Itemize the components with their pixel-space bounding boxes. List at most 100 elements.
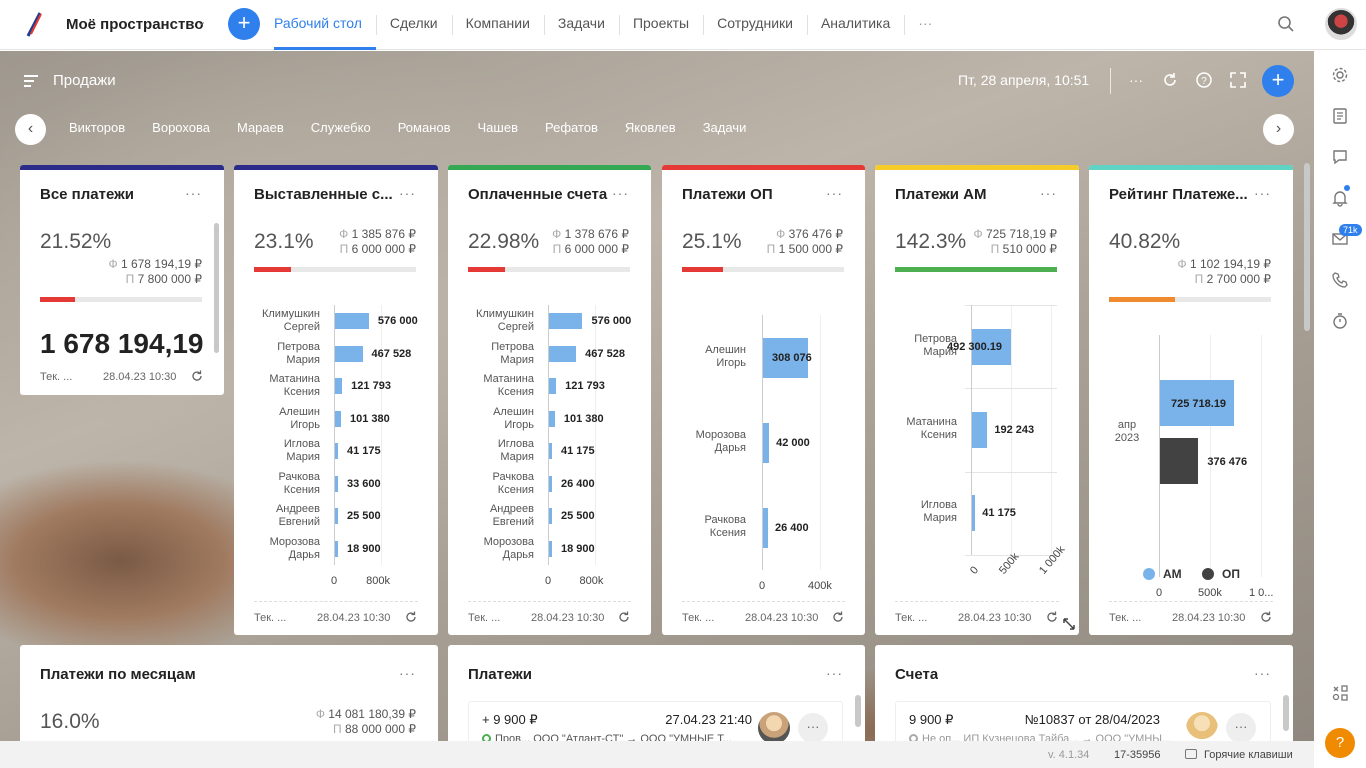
refresh-icon[interactable] <box>1161 71 1179 89</box>
bar-category-label: Морозова Дарья <box>483 535 534 561</box>
x-tick-label: 1 0... <box>1249 587 1274 599</box>
payment-amount: + 9 900 ₽ <box>482 712 538 727</box>
widget-menu-icon[interactable]: ··· <box>399 665 416 681</box>
nav-deals[interactable]: Сделки <box>375 0 452 50</box>
widget-menu-icon[interactable]: ··· <box>185 185 202 201</box>
filter-tab[interactable]: Викторов <box>69 120 126 135</box>
filter-tab[interactable]: Чашев <box>477 120 518 135</box>
bar-category-label: Иглова Мария <box>920 499 957 525</box>
bar-category-label: Алешин Игорь <box>279 405 320 431</box>
nav-more[interactable]: ··· <box>904 0 946 50</box>
widget-menu-icon[interactable]: ··· <box>612 185 629 201</box>
refresh-icon[interactable] <box>190 369 204 383</box>
filter-tab[interactable]: Яковлев <box>624 120 676 135</box>
chart-bar <box>972 495 976 532</box>
widget-menu-icon[interactable]: ··· <box>1254 665 1271 681</box>
app-logo-icon[interactable] <box>22 12 46 38</box>
search-icon[interactable] <box>1277 15 1295 33</box>
more-icon[interactable]: ··· <box>1129 72 1143 88</box>
bar-category-label: Климушкин Сергей <box>261 308 320 334</box>
widget-menu-icon[interactable]: ··· <box>826 665 843 681</box>
chart-bar <box>335 345 363 362</box>
bar-category-label: Рачкова Ксения <box>492 470 534 496</box>
menu-icon[interactable] <box>24 75 38 90</box>
timer-icon[interactable] <box>1331 312 1349 330</box>
gridline <box>381 305 383 565</box>
phone-icon[interactable] <box>1331 271 1349 289</box>
chart-bar <box>549 443 552 460</box>
bar-value-label: 492 300.19 <box>947 340 1003 353</box>
filter-tab[interactable]: Романов <box>397 120 451 135</box>
bar-value-label: 101 380 <box>349 412 390 425</box>
bell-icon[interactable] <box>1331 189 1349 207</box>
fact-row: Ф 1 385 876 ₽ <box>339 227 416 241</box>
mail-count-badge: 71k <box>1339 224 1362 236</box>
filter-tab[interactable]: Служебко <box>310 120 371 135</box>
scrollbar[interactable] <box>214 223 219 353</box>
help-button[interactable]: ? <box>1325 728 1355 758</box>
scrollbar[interactable] <box>1283 695 1289 731</box>
widget-title: Платежи ОП <box>682 186 773 203</box>
refresh-icon[interactable] <box>617 610 631 624</box>
scroll-left-button[interactable]: ‹ <box>15 114 46 145</box>
nav-desktop[interactable]: Рабочий стол <box>274 0 376 50</box>
filter-tab[interactable]: Мараев <box>236 120 284 135</box>
bar-value-label: 121 793 <box>351 380 391 393</box>
payment-item[interactable]: + 9 900 ₽ 27.04.23 21:40 Пров... ООО "Ат… <box>468 701 843 741</box>
resize-handle-icon[interactable] <box>1062 617 1076 631</box>
hotkeys-link[interactable]: Горячие клавиши <box>1204 749 1293 761</box>
chart-bar <box>335 508 338 525</box>
legend-item: АМ <box>1143 567 1182 581</box>
chart-bar <box>549 313 583 330</box>
bar-category-label: Алешин Игорь <box>705 343 746 369</box>
workspace-scrollbar[interactable] <box>1304 163 1310 331</box>
chat-icon[interactable] <box>1331 148 1349 166</box>
create-button[interactable]: + <box>228 8 260 40</box>
bar-category-label: Андреев Евгений <box>275 503 320 529</box>
widget-percent: 25.1% <box>682 230 742 253</box>
widget-menu-icon[interactable]: ··· <box>826 185 843 201</box>
document-icon[interactable] <box>1331 107 1349 125</box>
apps-icon[interactable] <box>1331 684 1349 702</box>
chevron-down-icon[interactable]: ⌄ <box>197 16 207 28</box>
notification-dot <box>1344 185 1350 191</box>
scroll-right-button[interactable]: › <box>1263 114 1294 145</box>
x-tick-label: 800k <box>579 575 604 587</box>
refresh-icon[interactable] <box>404 610 418 624</box>
nav-tasks[interactable]: Задачи <box>543 0 619 50</box>
widget-percent: 142.3% <box>895 230 967 253</box>
bar-value-label: 25 500 <box>561 510 595 523</box>
widget-menu-icon[interactable]: ··· <box>1040 185 1057 201</box>
gear-icon[interactable] <box>1331 66 1349 84</box>
refresh-icon[interactable] <box>1045 610 1059 624</box>
filter-tab[interactable]: Задачи <box>702 120 747 135</box>
bar-value-label: 26 400 <box>561 477 595 490</box>
more-icon[interactable]: ··· <box>798 713 828 741</box>
filter-tab[interactable]: Ворохова <box>152 120 210 135</box>
refresh-icon[interactable] <box>1259 610 1273 624</box>
scrollbar[interactable] <box>855 695 861 727</box>
row-gridline <box>965 305 1057 306</box>
user-avatar[interactable] <box>1325 8 1357 40</box>
filter-tab[interactable]: Рефатов <box>544 120 598 135</box>
legend-item: ОП <box>1202 567 1240 581</box>
invoice-item[interactable]: 9 900 ₽ №10837 от 28/04/2023 Не оп... ИП… <box>895 701 1271 741</box>
chart-bar <box>335 443 338 460</box>
nav-employees[interactable]: Сотрудники <box>703 0 807 50</box>
fullscreen-icon[interactable] <box>1229 71 1247 89</box>
nav-companies[interactable]: Компании <box>451 0 544 50</box>
help-icon[interactable]: ? <box>1195 71 1213 89</box>
nav-projects[interactable]: Проекты <box>618 0 703 50</box>
more-icon[interactable]: ··· <box>1226 713 1256 741</box>
widget-menu-icon[interactable]: ··· <box>1254 185 1271 201</box>
widget-big-value: 1 678 194,19 <box>40 328 204 359</box>
widget-footer: Тек. ... 28.04.23 10:30 <box>1109 601 1273 624</box>
refresh-icon[interactable] <box>831 610 845 624</box>
nav-analytics[interactable]: Аналитика <box>806 0 904 50</box>
add-widget-button[interactable]: + <box>1262 65 1294 97</box>
widget-menu-icon[interactable]: ··· <box>399 185 416 201</box>
workspace-selector[interactable]: Моё пространство <box>66 16 204 33</box>
row-gridline <box>965 471 1057 473</box>
widget-percent: 16.0% <box>40 710 100 733</box>
plan-value: 6 000 000 ₽ <box>564 242 629 256</box>
